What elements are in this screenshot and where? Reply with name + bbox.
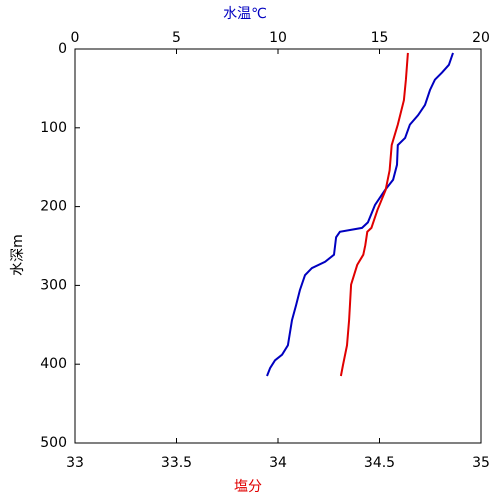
- y-tick-label: 0: [58, 41, 67, 57]
- x2-tick-label: 20: [472, 30, 490, 46]
- y-tick-label: 500: [40, 435, 67, 451]
- x-tick-label: 33.5: [161, 455, 192, 471]
- y-tick-label: 200: [40, 199, 67, 215]
- x2-tick-label: 0: [71, 30, 80, 46]
- plot-frame: [74, 48, 482, 444]
- y-tick-label: 300: [40, 277, 67, 293]
- x-tick-label: 34.5: [364, 455, 395, 471]
- x2-tick-label: 15: [371, 30, 389, 46]
- profile-line: [266, 52, 454, 377]
- x-tick-label: 33: [66, 455, 84, 471]
- y-tick-label: 400: [40, 356, 67, 372]
- y-axis-label: 水深m: [10, 234, 26, 276]
- x2-axis-label: 水温℃: [223, 6, 267, 22]
- x-tick-label: 35: [472, 455, 490, 471]
- x-tick-label: 34: [269, 455, 287, 471]
- profile-line: [339, 52, 409, 377]
- y-tick-label: 100: [40, 120, 67, 136]
- x-axis-label: 塩分: [234, 479, 262, 495]
- x2-tick-label: 5: [172, 30, 181, 46]
- x2-tick-label: 10: [269, 30, 287, 46]
